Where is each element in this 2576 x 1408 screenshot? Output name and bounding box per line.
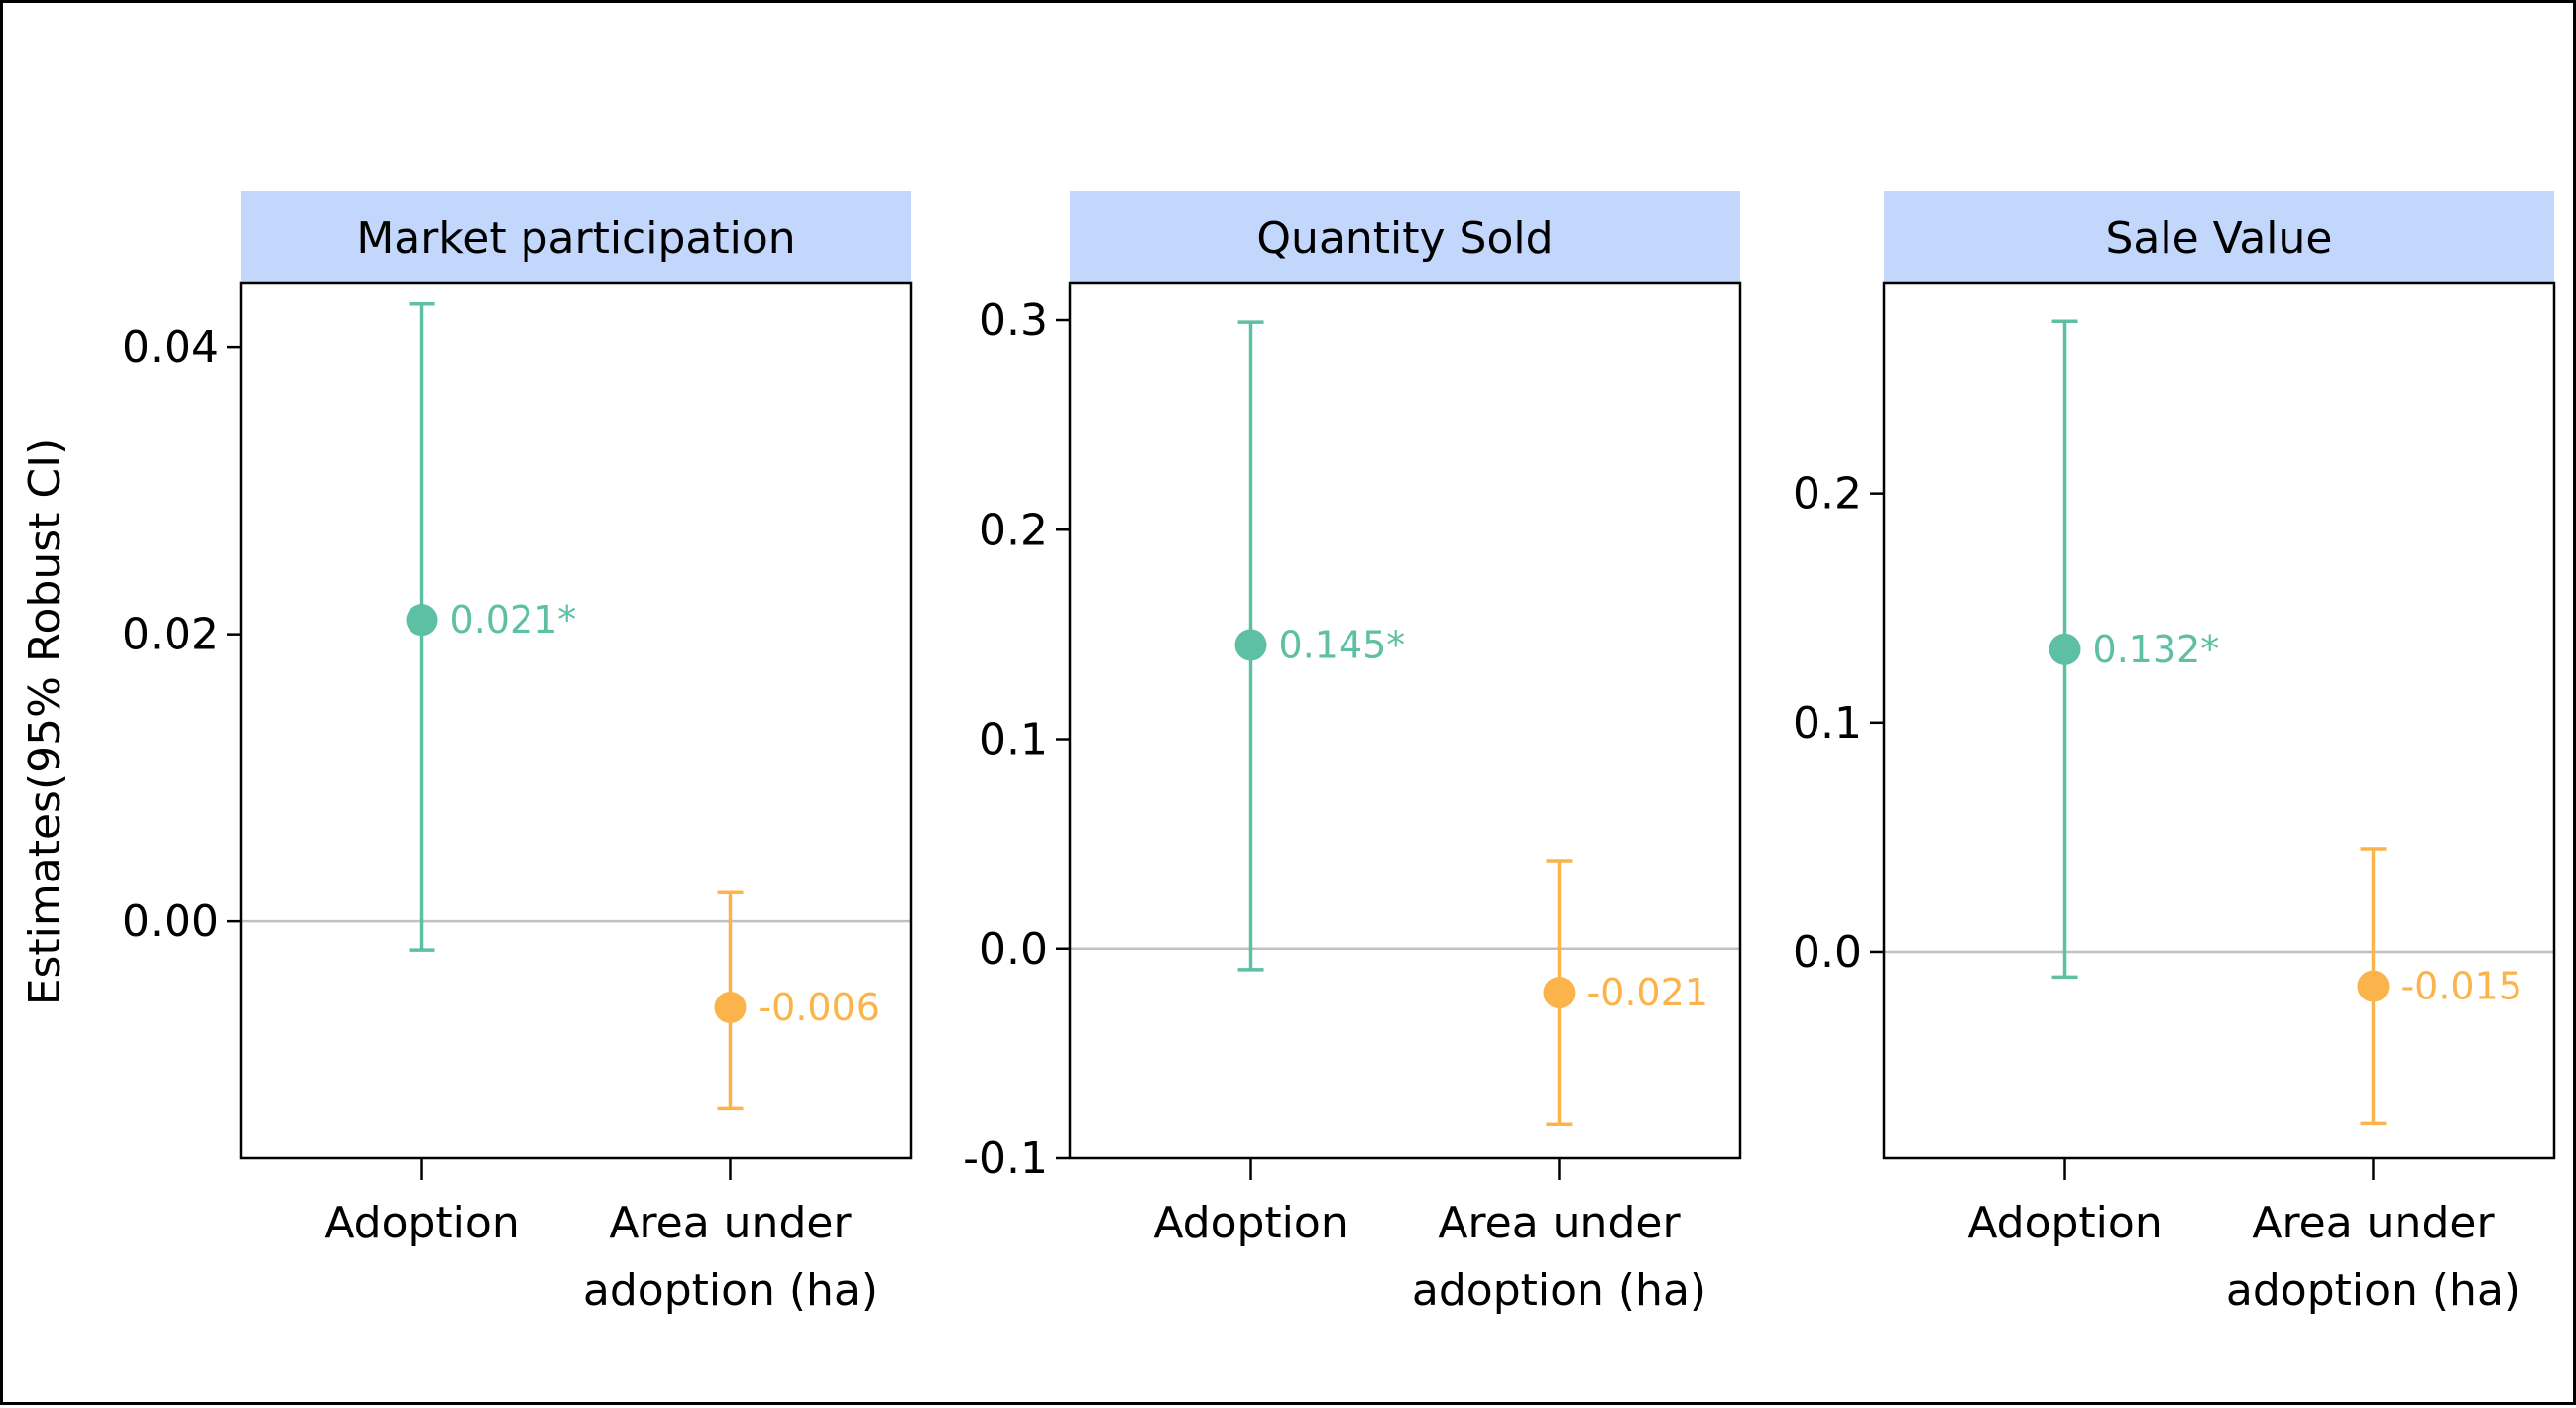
estimate-label: -0.021 (1586, 971, 1708, 1014)
y-tick-label: 0.2 (979, 505, 1048, 555)
y-tick-label: -0.1 (963, 1133, 1048, 1184)
estimate-point (1543, 977, 1576, 1009)
x-tick-label: adoption (ha) (1412, 1265, 1706, 1316)
y-tick-label: 0.04 (122, 322, 219, 373)
estimate-label: -0.006 (758, 986, 879, 1029)
y-tick-label: 0.1 (979, 715, 1048, 765)
x-tick-label: Adoption (324, 1198, 519, 1248)
facet-strip (241, 191, 911, 283)
estimate-point (2049, 633, 2081, 665)
x-tick-label: adoption (ha) (583, 1265, 878, 1316)
facet-strip (1070, 191, 1740, 283)
y-axis-title: Estimates(95% Robust CI) (20, 438, 70, 1006)
estimate-point (2357, 970, 2390, 1002)
facet-panel-2: Quantity Sold -0.1 0.0 0.1 0.2 0.3 Adoption Are… (963, 191, 1742, 1316)
y-tick-label: 0.02 (122, 610, 219, 660)
y-tick-label: 0.2 (1793, 469, 1862, 520)
facet-strip (1884, 191, 2554, 283)
x-tick-label: Area under (2252, 1198, 2495, 1248)
plot-frame (239, 281, 913, 1160)
facet-panel-1: Market participation 0.00 0.02 0.04 Adoption… (122, 191, 913, 1316)
y-tick-label: 0.00 (122, 896, 219, 947)
facet-panel-3: Sale Value 0.0 0.1 0.2 Adoption Area under ado… (1793, 191, 2556, 1316)
plot-frame (1882, 281, 2556, 1160)
estimate-label: 0.132* (2093, 628, 2220, 671)
estimate-label: 0.021* (450, 598, 577, 642)
x-tick-label: Area under (609, 1198, 852, 1248)
estimate-label: 0.145* (1279, 623, 1406, 666)
facet-title: Market participation (356, 213, 795, 264)
chart-canvas: Estimates(95% Robust CI) Market particip… (20, 191, 2556, 1316)
facet-title: Quantity Sold (1256, 213, 1553, 264)
y-tick-label: 0.3 (979, 295, 1048, 346)
y-tick-label: 0.0 (979, 924, 1048, 975)
estimate-point (1234, 629, 1267, 661)
estimate-point (406, 604, 438, 637)
x-tick-label: Area under (1438, 1198, 1681, 1248)
y-tick-label: 0.0 (1793, 927, 1862, 978)
facet-panels: Market participation 0.00 0.02 0.04 Adoption… (122, 191, 2556, 1316)
facet-title: Sale Value (2105, 213, 2332, 264)
x-tick-label: adoption (ha) (2226, 1265, 2520, 1316)
x-tick-label: Adoption (1153, 1198, 1347, 1248)
plot-frame (1068, 281, 1742, 1160)
x-tick-label: Adoption (1967, 1198, 2162, 1248)
y-tick-label: 0.1 (1793, 698, 1862, 749)
estimate-label: -0.015 (2400, 965, 2522, 1008)
estimate-point (714, 992, 747, 1024)
